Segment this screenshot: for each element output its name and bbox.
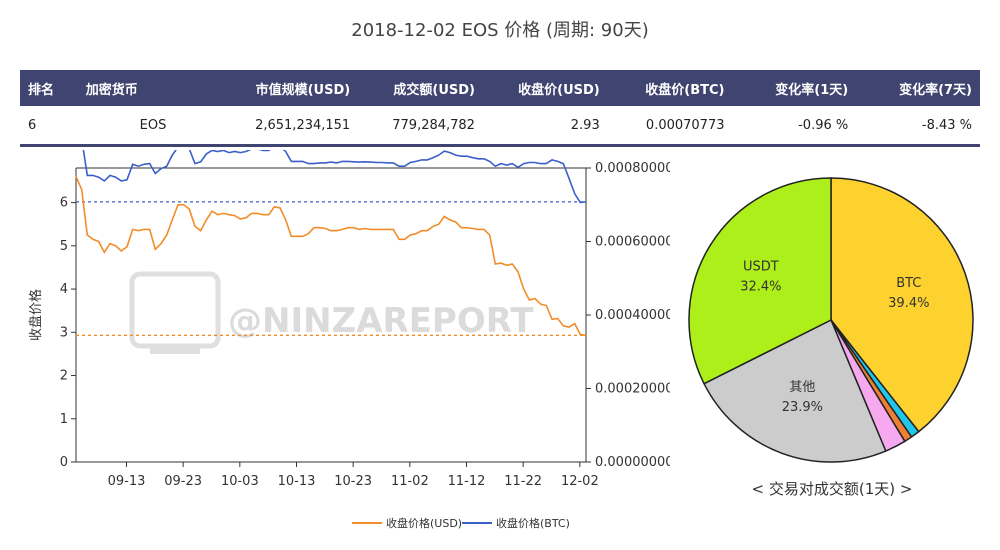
cell-change-1d: -0.96 % [732,106,857,147]
x-tick-label: 10-23 [334,474,372,489]
cell-close-usd: 2.93 [482,106,608,147]
page-title: 2018-12-02 EOS 价格 (周期: 90天) [351,20,649,41]
coin-summary-table: 排名 加密货币 市值规模(USD) 成交额(USD) 收盘价(USD) 收盘价(… [20,70,980,147]
y-left-tick-label: 2 [60,369,68,384]
volume-pie-chart: BTC 39.4% 其他 23.9% USDT 32.4% [688,177,974,463]
pie-slice-label: USDT [743,260,779,275]
series-line-usd[interactable] [75,176,587,337]
table-row: 6 EOS 2,651,234,151 779,284,782 2.93 0.0… [20,106,980,147]
pie-slice-percent: 39.4% [888,296,929,311]
watermark-text: @NINZAREPORT [228,301,534,341]
cell-rank: 6 [20,106,78,147]
pie-slice[interactable] [703,318,887,463]
pie-slice[interactable] [688,177,832,385]
y-left-tick-label: 0 [60,455,68,470]
watermark: @NINZAREPORT [129,271,534,354]
cell-market-cap: 2,651,234,151 [228,106,359,147]
header-close-btc[interactable]: 收盘价(BTC) [607,70,733,106]
pie-slice-percent: 32.4% [740,280,781,295]
y-left-tick-label: 5 [60,239,68,254]
pie-slice-percent: 23.9% [782,400,823,415]
y-left-tick-label: 4 [60,282,68,297]
x-tick-label: 11-22 [504,474,542,489]
watermark-stand-icon [150,346,200,354]
x-tick-label: 09-23 [164,474,202,489]
legend[interactable]: 收盘价格(USD) 收盘价格(BTC) [352,516,570,530]
header-rank[interactable]: 排名 [20,70,78,106]
x-tick-label: 11-02 [391,474,429,489]
y-axis-label: 收盘价格 [28,289,44,341]
legend-btc-label[interactable]: 收盘价格(BTC) [496,516,570,530]
header-volume[interactable]: 成交额(USD) [358,70,483,106]
x-tick-label: 09-13 [108,474,146,489]
legend-usd-label[interactable]: 收盘价格(USD) [386,516,462,530]
y-right-tick-label: 0.00080000 [595,161,670,176]
y-right-tick-label: 0.00000000 [595,455,670,470]
cell-change-7d: -8.43 % [856,106,980,147]
pie-slice-label: BTC [896,276,921,291]
header-coin[interactable]: 加密货币 [77,70,229,106]
y-right-tick-label: 0.00060000 [595,235,670,250]
x-tick-label: 10-03 [221,474,259,489]
header-market-cap[interactable]: 市值规模(USD) [228,70,359,106]
x-tick-label: 11-12 [448,474,486,489]
x-tick-label: 12-02 [561,474,599,489]
header-change-1d[interactable]: 变化率(1天) [732,70,857,106]
header-close-usd[interactable]: 收盘价(USD) [482,70,608,106]
y-left-tick-label: 6 [60,196,68,211]
y-left-tick-label: 1 [60,412,68,427]
x-tick-label: 10-13 [278,474,316,489]
cell-close-btc: 0.00070773 [607,106,733,147]
cell-volume: 779,284,782 [358,106,483,147]
y-right-tick-label: 0.00040000 [595,308,670,323]
y-right-tick-label: 0.00020000 [595,382,670,397]
pie-title: < 交易对成交额(1天) > [751,480,913,498]
cell-coin: EOS [77,106,229,147]
series-line-btc[interactable] [76,150,587,204]
pie-slice-label: 其他 [789,380,815,395]
pie-slice[interactable] [830,177,974,433]
price-line-chart: @NINZAREPORT 0 1 2 3 4 5 6 0.00000000 0.0002000… [28,150,670,530]
header-change-7d[interactable]: 变化率(7天) [856,70,980,106]
table-header-row: 排名 加密货币 市值规模(USD) 成交额(USD) 收盘价(USD) 收盘价(… [20,70,980,106]
y-left-tick-label: 3 [60,325,68,340]
